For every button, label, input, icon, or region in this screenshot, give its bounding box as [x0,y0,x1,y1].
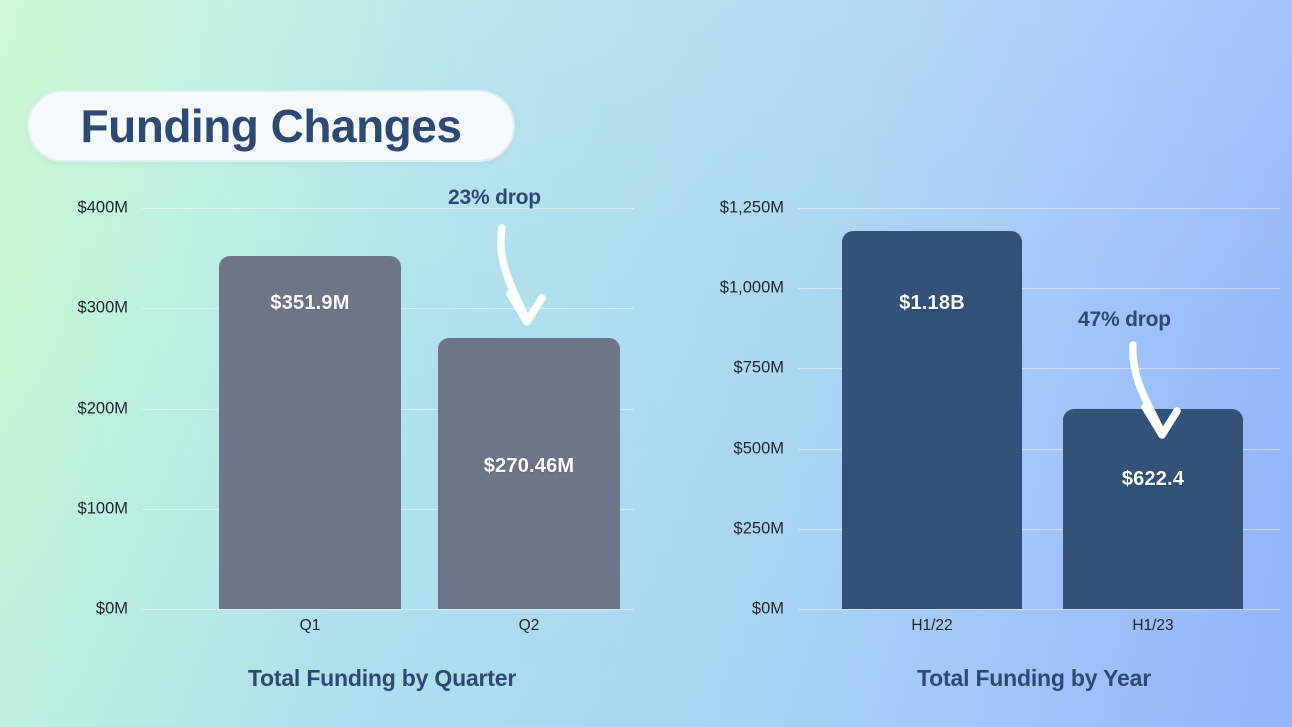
plot-area-year: $1,250M $1,000M $750M $500M $250M $0M $1… [720,199,1280,634]
bar-q2[interactable]: $270.46M [438,337,620,609]
chart-total-funding-by-quarter: $400M $300M $200M $100M $0M $351.9M $270… [0,178,646,698]
bar-value-h1-22: $1.18B [899,291,965,314]
bar-q1[interactable]: $351.9M [219,256,401,609]
ytick-label-0-year: $0M [751,599,784,618]
ytick-label-750: $750M [733,358,784,377]
charts-container: $400M $300M $200M $100M $0M $351.9M $270… [0,178,1292,698]
xtick-label-q2: Q2 [518,617,540,634]
bar-group-quarter: $351.9M $270.46M Q1 Q2 [142,208,634,634]
ytick-label-300: $300M [77,298,128,317]
gridline-400 [142,208,634,209]
chart-total-funding-by-year: $1,250M $1,000M $750M $500M $250M $0M $1… [646,178,1292,698]
gridline-1000 [798,288,1280,290]
bar-group-year: $1.18B $622.4 H1/22 H1/23 [798,208,1280,634]
page-title: Funding Changes [80,100,462,152]
ytick-label-1250: $1,250M [719,198,784,217]
xtick-label-h1-22: H1/22 [911,617,953,634]
annotation-label-47-percent-drop: 47% drop [1078,308,1171,331]
gridline-0-year [798,609,1280,610]
xtick-label-q1: Q1 [299,617,321,634]
ytick-label-500: $500M [733,439,784,458]
page-title-pill: Funding Changes [27,90,515,162]
gridline-250 [798,528,1280,530]
ytick-label-250: $250M [733,519,784,538]
bar-value-h1-23: $622.4 [1121,468,1185,491]
bar-value-q1: $351.9M [270,292,350,315]
ytick-label-100: $100M [77,499,128,518]
plot-area-quarter: $400M $300M $200M $100M $0M $351.9M $270… [78,186,634,634]
gridline-500 [798,448,1280,450]
bar-value-q2: $270.46M [483,454,575,477]
ytick-label-200: $200M [77,399,128,417]
ytick-label-1000: $1,000M [719,278,784,297]
bar-h1-23[interactable]: $622.4 [1063,409,1243,609]
gridline-0 [142,609,634,610]
annotation-label-23-percent-drop: 23% drop [448,186,541,209]
curved-down-arrow-icon [497,224,546,326]
gridline-750 [798,368,1280,370]
curved-down-arrow-icon-year [1129,341,1181,439]
bar-h1-22[interactable]: $1.18B [842,230,1022,609]
chart-title-year: Total Funding by Year [917,665,1151,691]
xtick-label-h1-23: H1/23 [1132,617,1174,634]
chart-title-quarter: Total Funding by Quarter [247,665,517,691]
ytick-label-0: $0M [95,599,128,618]
gridline-1250 [798,208,1280,209]
ytick-label-400: $400M [77,198,128,217]
